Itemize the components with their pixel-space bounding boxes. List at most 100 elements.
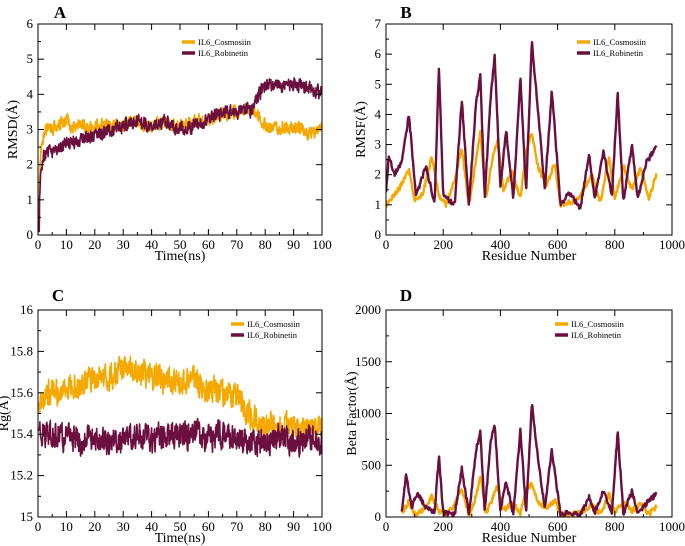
x-tick-label: 90 [287,237,300,252]
panel-D: D 0 200 400 600 800 1000 0 500 1000 1500 2000 Residu… [344,286,685,546]
plot-area [386,41,658,210]
x-tick-label: 50 [174,519,187,534]
x-tick-label: 70 [230,237,243,252]
y-axis-label: Beta Factor(Å) [344,371,360,456]
y-tick-label: 2 [27,157,34,172]
series-line-IL6_Robinetin [386,41,658,210]
x-tick-label: 30 [117,519,130,534]
panel-letter: D [400,286,412,305]
y-tick-label: 5 [27,51,34,66]
plot-area [38,77,322,233]
x-tick-label: 90 [287,519,300,534]
legend-label: IL6_Cosmosiin [593,37,647,47]
y-tick-label: 15.8 [10,343,33,358]
legend-label: IL6_Robinetin [571,330,622,340]
x-tick-label: 10 [60,237,73,252]
panel-C: C 0 10 20 30 40 50 60 70 80 90 100 15 15.2 15.4 15.6 15.… [0,286,332,546]
y-tick-label: 3 [375,137,382,152]
x-tick-label: 100 [312,237,332,252]
x-tick-label: 40 [145,519,158,534]
y-axis-label: Rg(Å) [0,395,12,431]
x-tick-label: 600 [548,237,568,252]
x-tick-label: 70 [230,519,243,534]
y-tick-label: 5 [375,76,382,91]
panel-A: A 0 10 20 30 40 50 60 70 80 90 100 0 1 2 3 4 5 6 Time(ns) RM… [5,3,332,264]
series-line-IL6_Robinetin [400,403,658,517]
y-tick-label: 1000 [355,406,381,421]
x-tick-label: 0 [35,519,42,534]
y-tick-label: 1500 [355,354,381,369]
legend-label: IL6_Cosmosiin [198,37,252,47]
series-line-IL6_Cosmosiin [38,102,322,226]
y-tick-label: 15.4 [10,426,33,441]
x-tick-label: 40 [145,237,158,252]
y-tick-label: 2000 [355,302,381,317]
x-tick-label: 80 [259,519,272,534]
x-tick-label: 20 [88,519,101,534]
x-tick-label: 30 [117,237,130,252]
panel-letter: B [400,3,411,22]
y-tick-label: 15 [20,509,33,524]
y-tick-label: 0 [375,509,382,524]
x-tick-label: 1000 [659,519,685,534]
y-tick-label: 15.6 [10,385,33,400]
y-tick-label: 16 [20,302,34,317]
x-axis-label: Residue Number [482,249,577,264]
series-line-IL6_Cosmosiin [386,129,658,209]
y-tick-label: 15.2 [10,468,33,483]
x-axis-label: Time(ns) [155,531,206,546]
x-tick-label: 0 [383,519,390,534]
y-tick-label: 6 [375,46,382,61]
series-line-IL6_Robinetin [38,77,322,233]
legend-box [230,316,316,344]
x-tick-label: 400 [491,519,511,534]
legend-box [576,34,662,62]
x-tick-label: 60 [202,519,215,534]
y-axis-label: RMSD(Å) [5,100,21,159]
x-tick-label: 60 [202,237,215,252]
panel-letter: C [52,286,64,305]
y-tick-label: 7 [375,16,382,31]
legend-box [181,34,267,62]
series-line-IL6_Robinetin [38,417,322,458]
x-tick-label: 0 [35,237,42,252]
y-tick-label: 500 [362,457,382,472]
x-tick-label: 1000 [659,237,685,252]
x-tick-label: 200 [433,519,453,534]
x-tick-label: 100 [312,519,332,534]
plot-area [38,355,322,458]
legend-label: IL6_Robinetin [593,48,644,58]
y-tick-label: 3 [27,122,34,137]
y-tick-label: 1 [375,197,382,212]
legend-label: IL6_Robinetin [247,330,298,340]
y-tick-label: 2 [375,167,382,182]
y-axis-label: RMSF(Å) [353,101,369,158]
x-tick-label: 50 [174,237,187,252]
legend-box [554,316,640,344]
x-tick-label: 400 [491,237,511,252]
legend-label: IL6_Robinetin [198,48,249,58]
y-tick-label: 6 [27,16,34,31]
x-tick-label: 800 [605,519,625,534]
y-tick-label: 4 [27,86,34,101]
x-tick-label: 80 [259,237,272,252]
x-tick-label: 20 [88,237,101,252]
x-tick-label: 0 [383,237,390,252]
x-tick-label: 600 [548,519,568,534]
x-tick-label: 800 [605,237,625,252]
panel-B: B 0 200 400 600 800 1000 0 1 2 3 4 5 6 7 Residue Number… [353,3,685,264]
y-tick-label: 0 [27,227,34,242]
y-tick-label: 0 [375,227,382,242]
x-axis-label: Residue Number [482,531,577,546]
x-tick-label: 10 [60,519,73,534]
x-axis-label: Time(ns) [155,249,206,264]
legend-label: IL6_Cosmosiin [247,319,301,329]
y-tick-label: 4 [375,106,382,121]
legend-label: IL6_Cosmosiin [571,319,625,329]
plot-area [400,403,658,517]
